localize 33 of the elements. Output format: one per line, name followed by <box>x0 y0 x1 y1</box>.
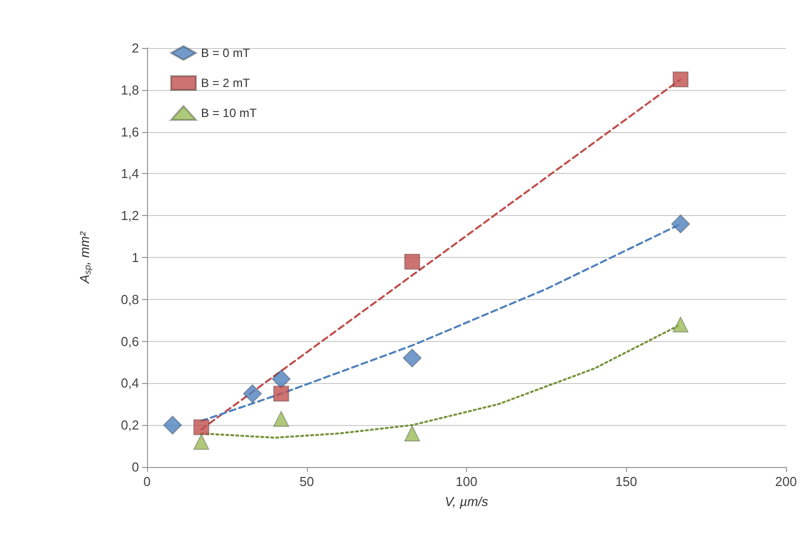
point <box>163 416 182 435</box>
y-tick-label: 1,2 <box>120 208 139 224</box>
point <box>193 434 210 450</box>
legend-label: B = 10 mT <box>201 106 258 120</box>
x-tick-label: 150 <box>615 474 638 489</box>
y-axis-title: Asp, mm² <box>77 231 92 284</box>
legend-label: B = 0 mT <box>201 46 251 60</box>
point <box>672 71 689 88</box>
y-tick-label: 1,6 <box>120 124 139 140</box>
x-axis-title: V, µm/s <box>444 494 489 509</box>
point <box>273 410 290 427</box>
point <box>671 214 690 234</box>
y-tick-label: 0,6 <box>120 334 139 349</box>
x-tick-label: 100 <box>456 474 478 489</box>
point <box>193 419 210 436</box>
point <box>404 254 420 270</box>
x-tick-label: 0 <box>143 474 151 489</box>
y-tick-label: 1 <box>132 250 139 265</box>
point <box>273 386 290 402</box>
point <box>402 348 422 368</box>
y-tick-label: 1,4 <box>120 166 139 182</box>
x-tick-label: 200 <box>775 474 797 489</box>
legend-label: B = 2 mT <box>201 76 251 90</box>
x-tick-label: 50 <box>300 474 314 489</box>
y-tick-label: 1,8 <box>120 82 139 98</box>
y-tick-label: 0,8 <box>120 292 139 307</box>
point <box>242 384 262 404</box>
y-tick-label: 0 <box>132 460 139 474</box>
y-tick-label: 2 <box>132 40 139 56</box>
point <box>672 316 689 333</box>
point <box>404 425 420 442</box>
y-tick-label: 0,2 <box>120 418 139 433</box>
y-tick-label: 0,4 <box>120 376 139 391</box>
